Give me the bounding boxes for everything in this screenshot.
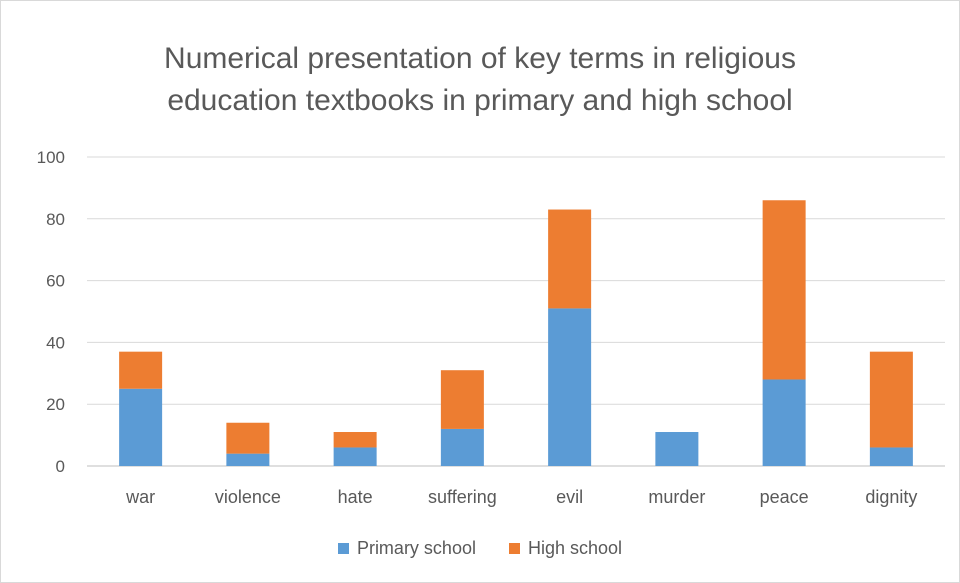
legend-label-high: High school [527,538,623,558]
chart-title: Numerical presentation of key terms in r… [0,38,960,122]
bar-high-school [548,209,592,309]
legend-swatch-high [508,543,520,554]
chart-title-line-2: education textbooks in primary and high … [167,84,793,117]
chart-title-line-1: Numerical presentation of key terms in r… [164,42,796,75]
bar-high-school [762,200,806,380]
y-tick-label: 60 [46,272,65,291]
bar-high-school [119,351,163,389]
legend: Primary school High school [0,538,960,559]
bar-primary-school [548,308,592,466]
legend-label-primary: Primary school [356,538,476,558]
x-tick-label: evil [556,487,583,507]
bar-primary-school [119,388,163,466]
x-tick-label: dignity [865,487,917,507]
x-tick-label: violence [215,487,281,507]
bar-high-school [226,422,270,454]
legend-item-high: High school [508,538,623,559]
bar-primary-school [762,379,806,466]
legend-item-primary: Primary school [337,538,476,559]
bar-primary-school [869,447,913,466]
y-tick-label: 80 [46,210,65,229]
bar-high-school [440,370,484,429]
bar-high-school [869,351,913,448]
x-tick-label: murder [648,487,705,507]
bar-high-school [333,432,377,448]
bar-primary-school [226,453,270,466]
x-tick-label: war [125,487,155,507]
y-tick-label: 100 [37,148,65,167]
bar-primary-school [655,432,699,466]
y-tick-label: 20 [46,395,65,414]
x-tick-label: suffering [428,487,497,507]
bar-primary-school [333,447,377,466]
x-tick-label: peace [760,487,809,507]
bar-primary-school [440,428,484,466]
x-tick-label: hate [338,487,373,507]
legend-swatch-primary [337,543,349,554]
y-tick-label: 40 [46,333,65,352]
y-tick-label: 0 [56,457,65,476]
